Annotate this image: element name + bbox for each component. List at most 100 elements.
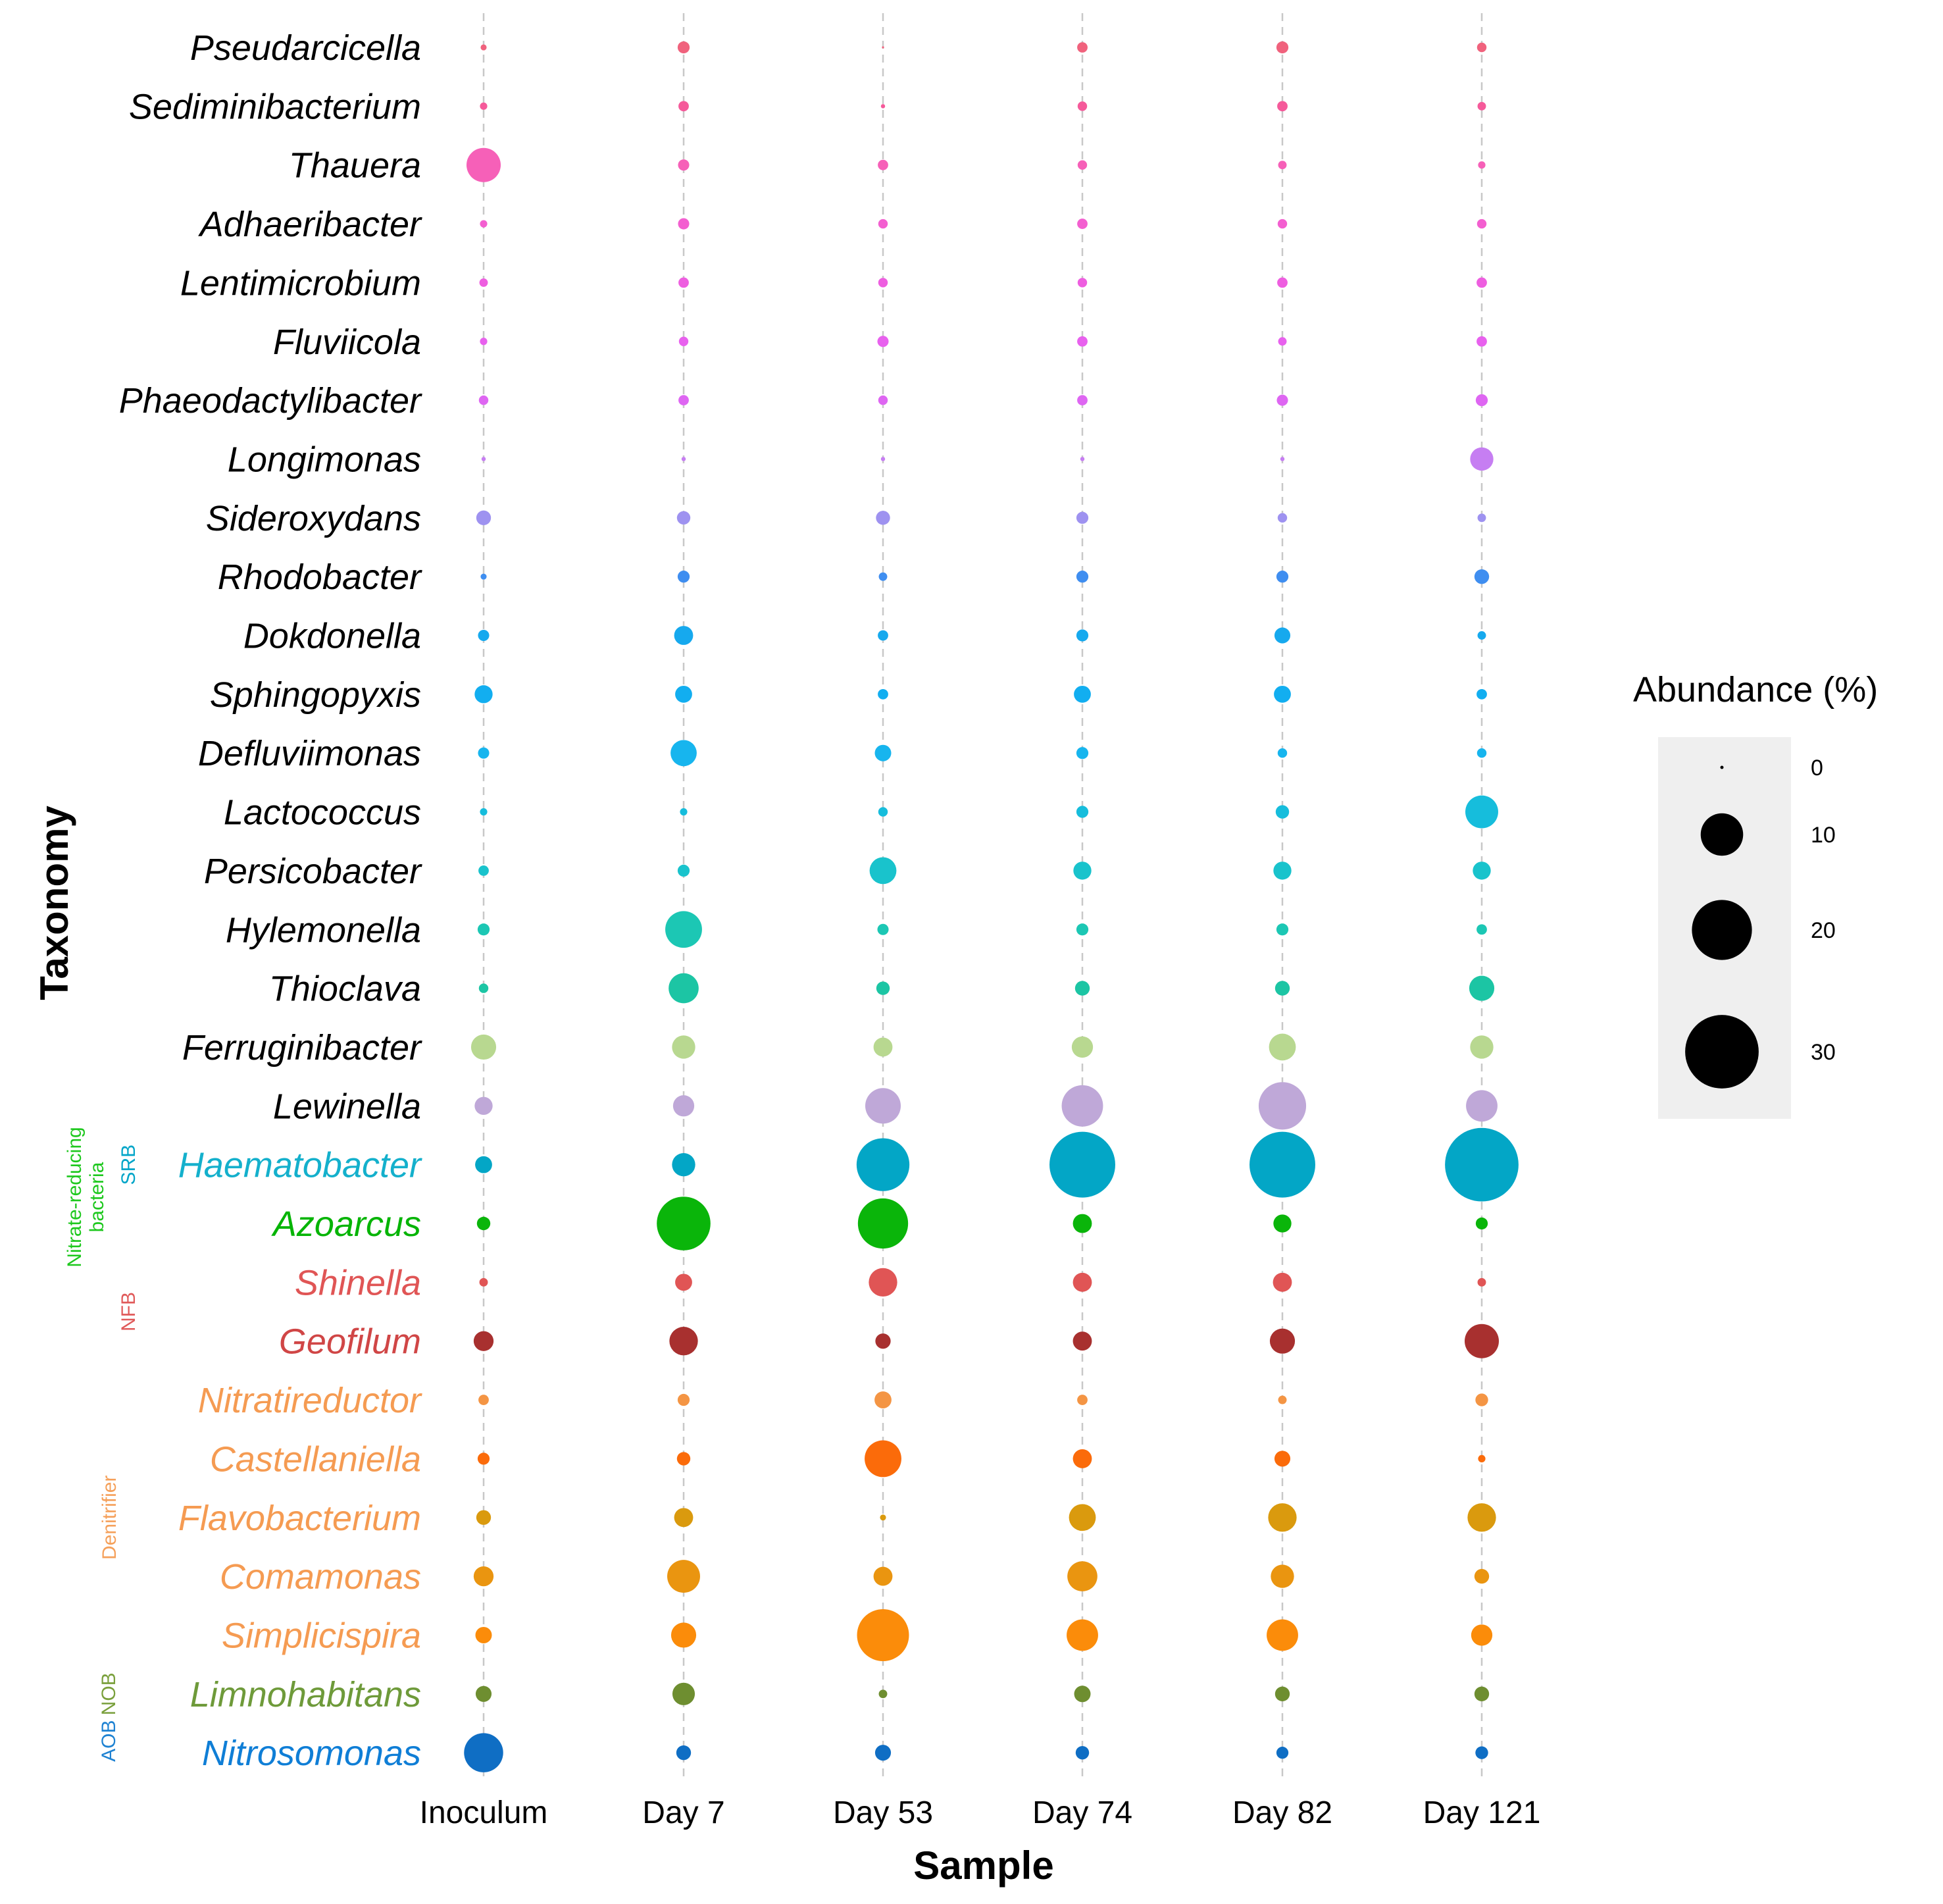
bubble-lactococcus-inoculum xyxy=(480,808,488,816)
bubble-fluviicola-inoculum xyxy=(480,338,488,346)
bubble-lentimicrobium-day-121 xyxy=(1476,277,1487,288)
group-label-srb: SRB xyxy=(118,1145,139,1185)
bubble-flavobacterium-day-121 xyxy=(1467,1503,1496,1532)
bubble-pseudarcicella-inoculum xyxy=(480,44,487,51)
bubble-sphingopyxis-day-53 xyxy=(878,688,888,700)
bubble-lentimicrobium-inoculum xyxy=(479,278,488,287)
bubble-sideroxydans-day-74 xyxy=(1076,511,1089,524)
bubble-sediminibacterium-day-121 xyxy=(1477,101,1486,111)
bubble-lactococcus-day-121 xyxy=(1465,795,1498,829)
bubble-haematobacter-day-74 xyxy=(1049,1131,1115,1198)
bubble-defluviimonas-day-121 xyxy=(1476,748,1487,758)
bubble-comamonas-day-7 xyxy=(667,1560,700,1593)
legend-label-20: 20 xyxy=(1811,918,1836,943)
bubble-thioclava-inoculum xyxy=(478,983,489,993)
bubble-sideroxydans-day-7 xyxy=(676,511,691,525)
bubble-hylemonella-day-82 xyxy=(1276,923,1289,936)
bubble-limnohabitans-day-7 xyxy=(672,1682,695,1705)
bubble-sediminibacterium-inoculum xyxy=(480,102,488,110)
bubble-ferruginibacter-inoculum xyxy=(470,1034,497,1060)
legend-key-10 xyxy=(1700,813,1744,856)
bubble-castellaniella-day-7 xyxy=(676,1452,691,1466)
y-axis-title: Taxonomy xyxy=(32,806,76,1000)
bubble-castellaniella-day-82 xyxy=(1274,1451,1291,1467)
bubble-haematobacter-day-121 xyxy=(1445,1127,1519,1202)
bubble-fluviicola-day-82 xyxy=(1278,337,1287,346)
bubble-lewinella-day-74 xyxy=(1061,1085,1103,1127)
legend-key-30 xyxy=(1685,1015,1759,1089)
bubble-sphingopyxis-day-74 xyxy=(1074,685,1091,703)
bubble-lewinella-day-121 xyxy=(1466,1090,1498,1122)
bubble-haematobacter-day-53 xyxy=(856,1138,910,1191)
bubble-sediminibacterium-day-74 xyxy=(1077,101,1088,111)
bubble-defluviimonas-day-7 xyxy=(670,740,697,767)
taxon-label-ferruginibacter: Ferruginibacter xyxy=(182,1028,422,1068)
bubble-comamonas-inoculum xyxy=(473,1566,494,1587)
bubble-longimonas-day-53 xyxy=(880,457,886,461)
bubble-persicobacter-day-121 xyxy=(1473,862,1491,880)
bubble-adhaeribacter-day-121 xyxy=(1476,219,1487,229)
bubble-thioclava-day-7 xyxy=(669,973,699,1004)
taxon-label-haematobacter: Haematobacter xyxy=(178,1146,422,1185)
bubble-lewinella-day-82 xyxy=(1258,1082,1307,1130)
bubble-thauera-day-82 xyxy=(1278,161,1287,170)
legend-title: Abundance (%) xyxy=(1633,670,1878,709)
bubble-castellaniella-inoculum xyxy=(477,1453,490,1465)
bubble-pseudarcicella-day-53 xyxy=(882,46,884,49)
bubble-rhodobacter-day-74 xyxy=(1076,571,1089,583)
bubble-nitratireductor-day-74 xyxy=(1077,1395,1088,1405)
bubble-sideroxydans-inoculum xyxy=(476,510,492,525)
taxon-label-limnohabitans: Limnohabitans xyxy=(190,1675,421,1714)
bubble-azoarcus-day-7 xyxy=(657,1196,711,1250)
bubble-geofilum-day-53 xyxy=(875,1333,891,1349)
sample-label-day-82: Day 82 xyxy=(1232,1795,1332,1830)
sample-label-day-7: Day 7 xyxy=(642,1795,724,1830)
bubble-nitratireductor-day-7 xyxy=(677,1393,690,1406)
bubble-azoarcus-inoculum xyxy=(476,1216,491,1231)
bubble-nitrosomonas-day-121 xyxy=(1475,1746,1488,1759)
bubble-dokdonella-day-74 xyxy=(1076,629,1089,642)
bubble-phaeodactylibacter-inoculum xyxy=(478,395,489,405)
bubble-comamonas-day-82 xyxy=(1271,1564,1294,1588)
bubble-haematobacter-day-82 xyxy=(1249,1131,1315,1198)
bubble-pseudarcicella-day-82 xyxy=(1276,41,1289,54)
bubble-longimonas-day-7 xyxy=(681,457,686,461)
legend-label-10: 10 xyxy=(1811,823,1836,848)
bubble-lentimicrobium-day-53 xyxy=(878,278,888,288)
legend-key-20 xyxy=(1692,900,1752,960)
bubble-longimonas-day-82 xyxy=(1280,457,1285,461)
group-label-bacteria: bacteria xyxy=(86,1162,108,1232)
bubble-simplicispira-day-53 xyxy=(857,1608,909,1661)
bubble-flavobacterium-day-82 xyxy=(1268,1503,1297,1532)
taxon-label-castellaniella: Castellaniella xyxy=(210,1439,421,1479)
sample-tick-labels: Inoculum Day 7 Day 53 Day 74 Day 82 Day 121 xyxy=(420,1795,1541,1830)
bubble-shinella-day-82 xyxy=(1273,1272,1292,1292)
legend-label-30: 30 xyxy=(1811,1040,1836,1065)
bubble-sediminibacterium-day-53 xyxy=(880,104,886,109)
bubble-azoarcus-day-121 xyxy=(1475,1217,1488,1230)
bubble-defluviimonas-day-82 xyxy=(1277,748,1288,758)
bubble-geofilum-day-82 xyxy=(1269,1328,1296,1354)
bubble-thioclava-day-53 xyxy=(876,981,890,995)
taxon-label-lentimicrobium: Lentimicrobium xyxy=(180,263,421,303)
bubble-dokdonella-day-82 xyxy=(1274,627,1291,644)
bubble-lewinella-day-53 xyxy=(865,1088,901,1124)
bubble-phaeodactylibacter-day-53 xyxy=(878,395,888,405)
bubble-nitrosomonas-day-82 xyxy=(1276,1747,1289,1759)
sample-label-inoculum: Inoculum xyxy=(420,1795,548,1830)
bubble-limnohabitans-inoculum xyxy=(475,1685,492,1702)
bubble-simplicispira-day-74 xyxy=(1067,1619,1098,1651)
bubble-geofilum-inoculum xyxy=(473,1331,494,1351)
bubble-limnohabitans-day-82 xyxy=(1274,1686,1290,1701)
taxon-label-azoarcus: Azoarcus xyxy=(271,1204,421,1244)
bubble-persicobacter-inoculum xyxy=(478,865,489,876)
bubble-hylemonella-day-74 xyxy=(1076,923,1089,936)
group-labels: SRB Nitrate-reducing bacteria NFB Denitrifie… xyxy=(64,1127,139,1762)
bubble-simplicispira-day-82 xyxy=(1267,1619,1298,1651)
bubble-longimonas-inoculum xyxy=(481,457,486,461)
bubble-limnohabitans-day-53 xyxy=(878,1689,888,1699)
sample-label-day-53: Day 53 xyxy=(833,1795,933,1830)
bubble-thauera-inoculum xyxy=(467,147,501,182)
bubble-defluviimonas-day-74 xyxy=(1076,747,1089,759)
bubble-lentimicrobium-day-82 xyxy=(1277,277,1288,288)
